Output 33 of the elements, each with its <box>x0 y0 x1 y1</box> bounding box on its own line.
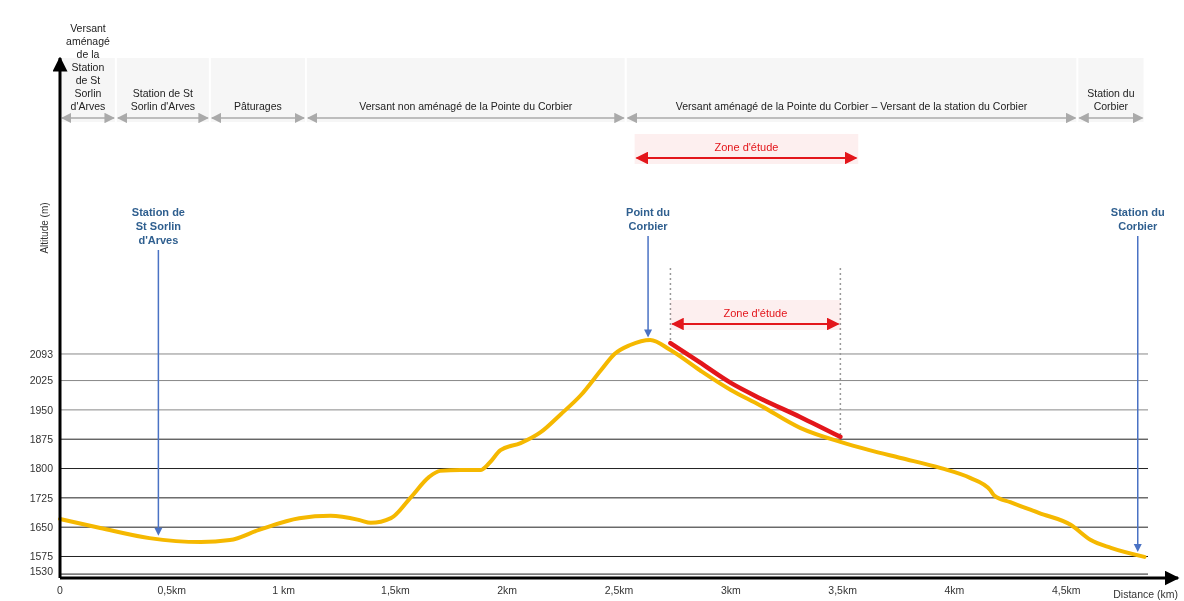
y-tick-label: 1875 <box>29 432 54 445</box>
y-tick-label: 1650 <box>29 520 54 533</box>
band-label: Versant aménagé de la Pointe du Corbier – Versant de la station du Corbier <box>675 100 1028 112</box>
x-tick-label: 0,5km <box>157 584 187 596</box>
y-tick-label: 1950 <box>29 403 54 416</box>
x-tick-label: 0 <box>57 584 64 596</box>
y-tick-label: 1725 <box>29 491 54 504</box>
x-tick-label: 2km <box>497 584 518 596</box>
band-label: Zone d'étude <box>723 307 788 319</box>
y-tick-label: 1800 <box>29 462 54 475</box>
y-tick-label: 1575 <box>29 550 54 563</box>
x-tick-label: 1,5km <box>381 584 410 596</box>
x-tick-label: 3,5km <box>828 584 858 596</box>
y-tick-label: 2025 <box>29 374 54 387</box>
x-axis-title: Distance (km) <box>1113 588 1178 600</box>
y-tick-label: 1530 <box>29 565 54 578</box>
y-axis-title: Altitude (m) <box>39 202 50 254</box>
x-tick-label: 3km <box>720 584 741 596</box>
band-label: Station de St Sorlin d'Arves <box>130 87 196 112</box>
ref-line-label: Station de St Sorlin d'Arves <box>131 206 185 246</box>
x-tick-label: 4km <box>944 584 965 596</box>
y-tick-label: 2093 <box>29 347 54 360</box>
ref-line-label: Point du Corbier <box>626 206 671 232</box>
band-label: Versant non aménagé de la Pointe du Corbier <box>359 100 573 112</box>
x-tick-label: 1 km <box>272 584 296 596</box>
band-label: Pâturages <box>233 100 282 112</box>
x-tick-label: 2,5km <box>604 584 634 596</box>
band-label: Zone d'étude <box>714 141 779 153</box>
ref-line-label: Station du Corbier <box>1110 206 1165 232</box>
x-tick-label: 4,5km <box>1051 584 1081 596</box>
band-label: Versant aménagé de la Station de St Sorlin d'Arves <box>66 22 110 112</box>
line-series <box>668 340 843 440</box>
band-label: Station du Corbier <box>1087 87 1135 112</box>
